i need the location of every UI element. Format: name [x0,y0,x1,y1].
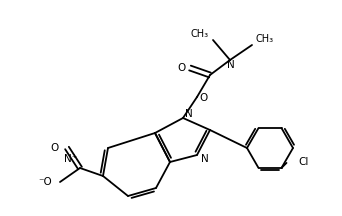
Text: O: O [178,63,186,73]
Text: N⁺: N⁺ [64,154,77,164]
Text: N: N [185,109,193,119]
Text: Cl: Cl [299,157,309,167]
Text: N: N [227,60,235,70]
Text: O: O [199,93,207,103]
Text: CH₃: CH₃ [191,29,209,39]
Text: O: O [51,143,59,153]
Text: N: N [201,154,209,164]
Text: CH₃: CH₃ [256,34,274,44]
Text: ⁻O: ⁻O [38,177,52,187]
